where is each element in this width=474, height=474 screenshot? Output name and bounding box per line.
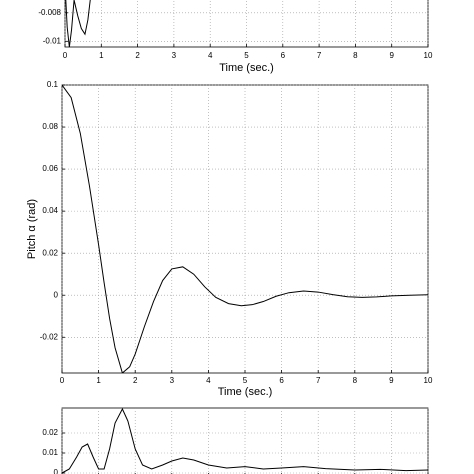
- y-axis-label: Pitch α (rad): [26, 199, 38, 259]
- x-tick-label: 6: [279, 376, 284, 385]
- x-tick-label: 0: [60, 376, 65, 385]
- y-tick-label: 0.08: [42, 122, 58, 131]
- x-tick-label: 2: [133, 376, 138, 385]
- y-tick-label: -0.02: [40, 332, 59, 341]
- x-axis-label: Time (sec.): [218, 386, 273, 398]
- y-tick-label: 0: [54, 468, 59, 474]
- x-tick-label: 3: [170, 376, 175, 385]
- x-tick-label: 2: [135, 51, 140, 60]
- x-tick-label: 1: [96, 376, 101, 385]
- x-tick-label: 7: [316, 376, 321, 385]
- x-tick-label: 9: [389, 376, 394, 385]
- x-tick-label: 9: [389, 51, 394, 60]
- x-tick-label: 8: [353, 51, 358, 60]
- x-tick-label: 10: [424, 376, 433, 385]
- x-tick-label: 3: [172, 51, 177, 60]
- y-tick-label: 0.1: [47, 80, 59, 89]
- x-axis-label: Time (sec.): [219, 62, 274, 74]
- x-tick-label: 5: [243, 376, 248, 385]
- x-tick-label: 5: [244, 51, 249, 60]
- x-tick-label: 4: [206, 376, 211, 385]
- y-tick-label: -0.01: [43, 36, 62, 45]
- data-line: [65, 0, 91, 47]
- x-tick-label: 1: [99, 51, 104, 60]
- x-tick-label: 6: [281, 51, 286, 60]
- x-tick-label: 0: [63, 51, 68, 60]
- data-line: [62, 408, 428, 474]
- y-tick-label: 0.04: [42, 206, 58, 215]
- x-tick-label: 10: [424, 51, 433, 60]
- y-tick-label: 0.01: [42, 448, 58, 457]
- y-tick-label: 0.02: [42, 428, 58, 437]
- y-tick-label: 0: [54, 290, 59, 299]
- x-tick-label: 7: [317, 51, 322, 60]
- y-tick-label: 0.02: [42, 248, 58, 257]
- x-tick-label: 8: [353, 376, 358, 385]
- y-tick-label: 0.06: [42, 164, 58, 173]
- y-tick-label: -0.008: [38, 8, 61, 17]
- data-line: [62, 85, 428, 373]
- x-tick-label: 4: [208, 51, 213, 60]
